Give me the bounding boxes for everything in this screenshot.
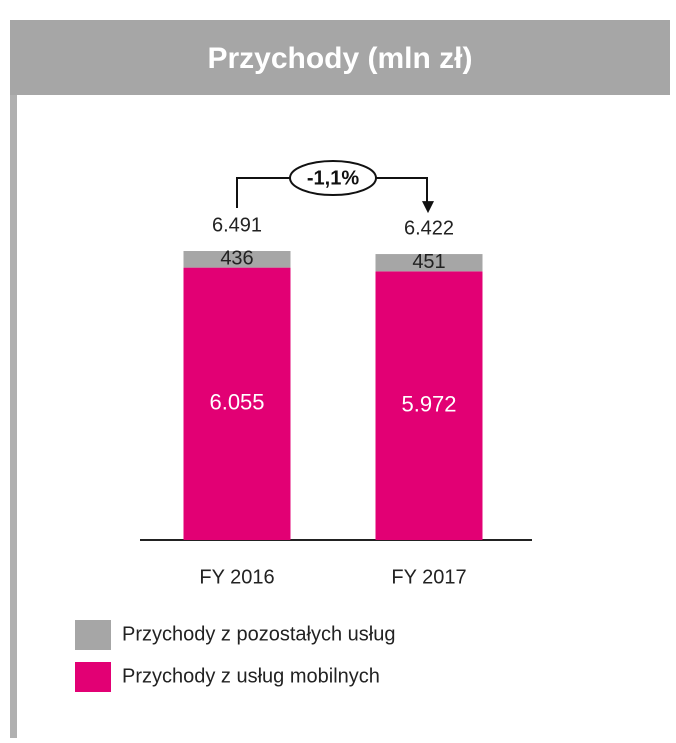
legend-label: Przychody z usług mobilnych xyxy=(122,665,380,687)
header-band xyxy=(10,20,670,95)
x-tick-label: FY 2017 xyxy=(391,566,466,588)
total-label: 6.422 xyxy=(404,217,454,239)
bar-segment xyxy=(183,267,291,540)
legend-label: Przychody z pozostałych usług xyxy=(122,623,395,645)
annotation: -1,1% xyxy=(307,167,359,189)
x-tick-label: FY 2016 xyxy=(199,566,274,588)
bar-segment xyxy=(375,271,483,540)
frame-left xyxy=(10,95,17,738)
legend-swatch xyxy=(75,620,111,650)
bar-segment xyxy=(183,251,291,268)
bar-segment xyxy=(375,254,483,272)
value-label: 5.972 xyxy=(401,391,456,416)
legend-swatch xyxy=(75,662,111,692)
arrow-head xyxy=(422,201,434,214)
value-label: 451 xyxy=(412,251,445,273)
value-label: 6.055 xyxy=(209,390,264,415)
total-label: 6.491 xyxy=(212,214,262,236)
chart-title: Przychody (mln zł) xyxy=(207,42,472,75)
annotation-oval xyxy=(289,160,377,196)
value-label: 436 xyxy=(220,248,253,270)
